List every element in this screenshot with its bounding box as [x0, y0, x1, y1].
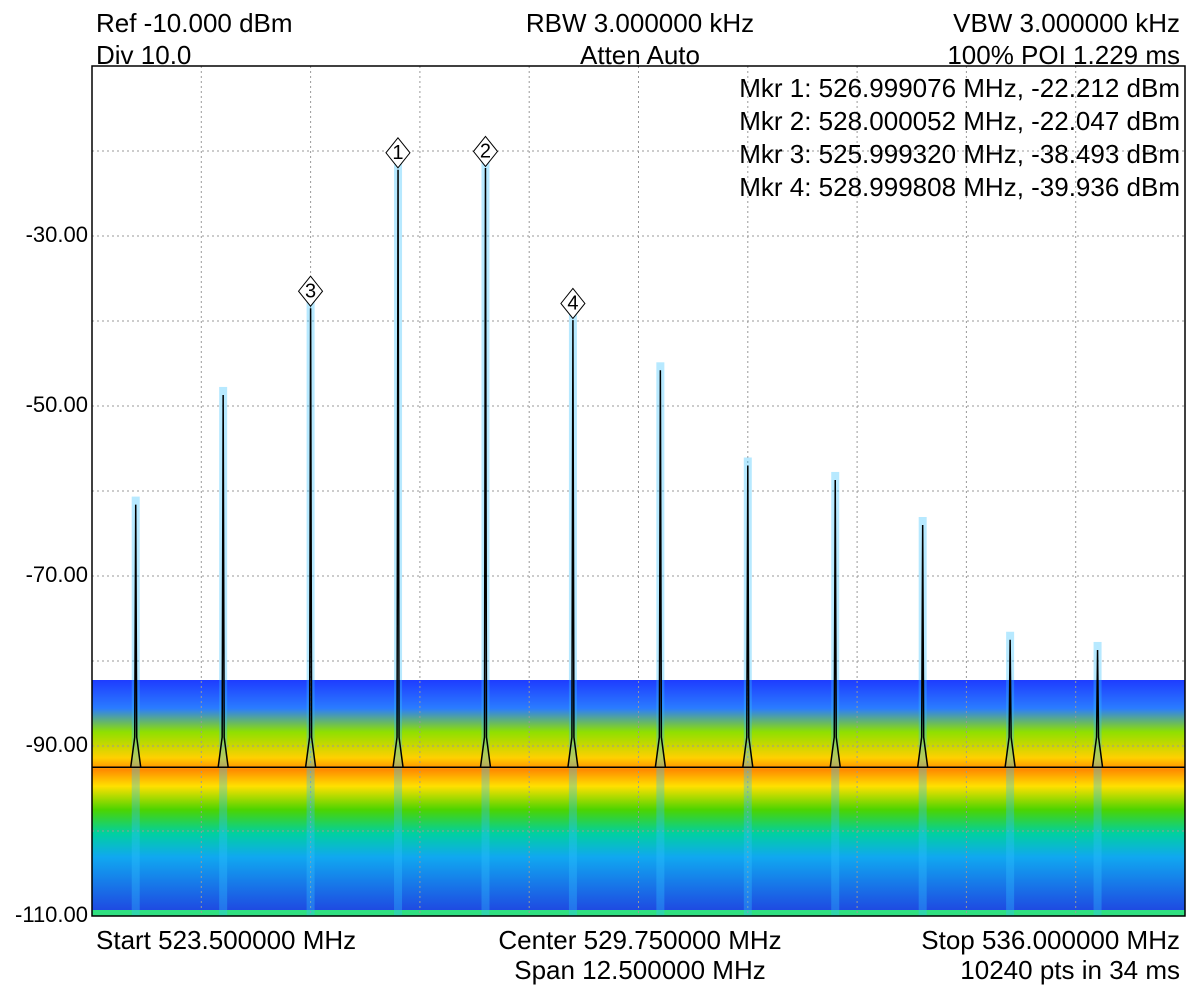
halo: [743, 457, 752, 916]
marker-label: 2: [480, 141, 491, 163]
spike: [392, 169, 404, 768]
annotation: Span 12.500000 MHz: [514, 955, 766, 985]
plot: 1 2 3 4: [92, 135, 1185, 916]
y-tick-label: -50.00: [26, 392, 88, 417]
marker-readout: Mkr 3: 525.999320 MHz, -38.493 dBm: [739, 139, 1180, 169]
spike: [129, 504, 142, 768]
y-tick-label: -30.00: [26, 222, 88, 247]
marker-diamond: [297, 275, 324, 307]
density-band: [92, 680, 1185, 916]
halo: [131, 496, 140, 916]
plot-frame: [91, 65, 1186, 917]
marker-readout: Mkr 1: 526.999076 MHz, -22.212 dBm: [739, 73, 1180, 103]
y-tick-label: -110.00: [15, 902, 88, 927]
halo: [831, 471, 840, 916]
marker-diamond: [385, 137, 411, 169]
spike: [654, 370, 667, 768]
spike: [1091, 649, 1104, 768]
spike: [1004, 639, 1016, 768]
annotation: Center 529.750000 MHz: [498, 925, 781, 955]
spike: [829, 479, 841, 768]
spike: [567, 320, 579, 768]
annotation: Stop 536.000000 MHz: [921, 925, 1180, 955]
marker-label: 4: [567, 293, 578, 315]
annotation: VBW 3.000000 kHz: [953, 8, 1180, 38]
halo: [1006, 631, 1015, 916]
marker-readout: Mkr 2: 528.000052 MHz, -22.047 dBm: [739, 106, 1180, 136]
annotation: Ref -10.000 dBm: [96, 8, 293, 38]
spike: [479, 167, 492, 768]
y-tick-label: -70.00: [26, 562, 88, 587]
halo: [1093, 641, 1102, 916]
marker-diamond: [472, 135, 499, 168]
halo: [918, 517, 927, 916]
marker-label: 1: [392, 142, 403, 164]
annotation: 100% POI 1.229 ms: [947, 40, 1180, 70]
annotation: 10240 pts in 34 ms: [960, 955, 1180, 985]
annotation: Div 10.0: [96, 40, 191, 70]
annotation: Start 523.500000 MHz: [96, 925, 356, 955]
marker-diamond: [560, 287, 586, 320]
spike: [217, 394, 229, 768]
spike: [742, 465, 754, 768]
y-tick-label: -90.00: [26, 732, 88, 757]
spike: [916, 524, 929, 768]
spike: [304, 308, 317, 768]
density-floor: [92, 910, 1185, 916]
annotation: RBW 3.000000 kHz: [526, 8, 754, 38]
annotation: Atten Auto: [580, 40, 700, 70]
marker-label: 3: [305, 280, 316, 302]
marker-readout: Mkr 4: 528.999808 MHz, -39.936 dBm: [739, 172, 1180, 202]
